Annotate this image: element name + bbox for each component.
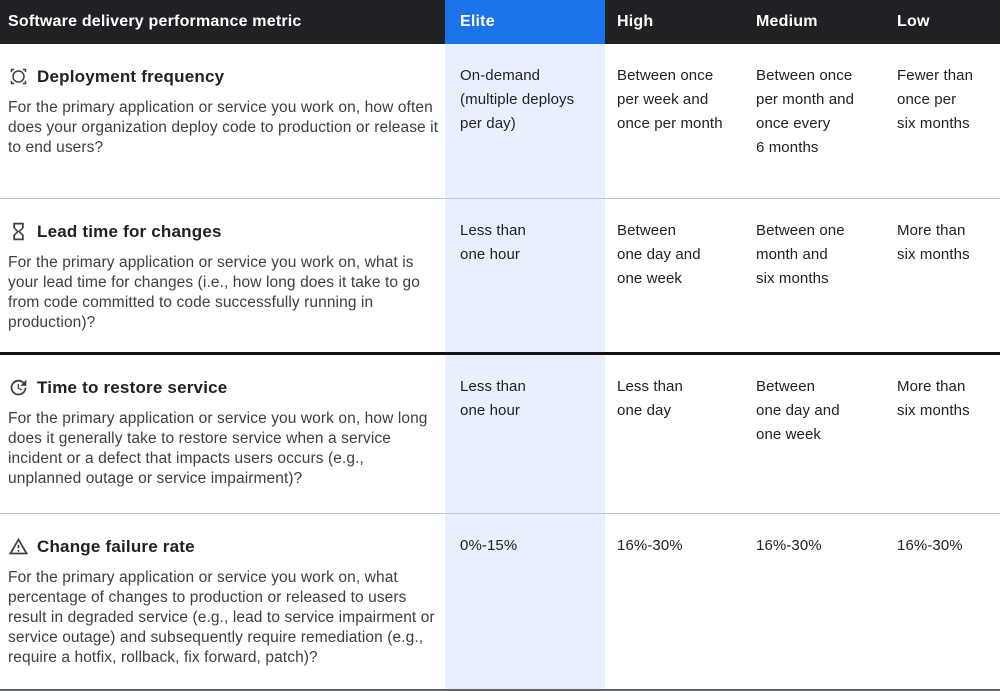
restore-clock-icon (8, 377, 29, 398)
cell-elite: On-demand (multiple deploys per day) (445, 44, 605, 198)
metric-heading: Change failure rate (8, 536, 439, 557)
cell-low: Fewer than once per six months (885, 44, 1000, 198)
cell-high: Less than one day (605, 352, 745, 513)
cell-high: Between once per week and once per month (605, 44, 745, 198)
cell-elite: Less than one hour (445, 352, 605, 513)
deployment-cycle-icon (8, 66, 29, 87)
metric-heading: Deployment frequency (8, 66, 439, 87)
cell-low: More than six months (885, 198, 1000, 352)
warning-triangle-icon (8, 536, 29, 557)
hourglass-icon (8, 221, 29, 242)
metric-question: For the primary application or service y… (8, 254, 420, 331)
header-high: High (605, 0, 745, 44)
metric-heading: Lead time for changes (8, 221, 439, 242)
metric-cell-change-failure-rate: Change failure rate For the primary appl… (0, 513, 445, 689)
header-low: Low (885, 0, 1000, 44)
cell-medium: Between once per month and once every 6 … (745, 44, 885, 198)
cell-low: 16%-30% (885, 513, 1000, 689)
header-metric: Software delivery performance metric (0, 0, 445, 44)
header-elite: Elite (445, 0, 605, 44)
metric-question: For the primary application or service y… (8, 569, 435, 666)
metric-cell-time-to-restore: Time to restore service For the primary … (0, 352, 445, 513)
cell-high: Between one day and one week (605, 198, 745, 352)
cell-medium: 16%-30% (745, 513, 885, 689)
cell-medium: Between one month and six months (745, 198, 885, 352)
cell-high: 16%-30% (605, 513, 745, 689)
cell-elite: 0%-15% (445, 513, 605, 689)
metric-cell-lead-time: Lead time for changes For the primary ap… (0, 198, 445, 352)
metric-question: For the primary application or service y… (8, 99, 439, 156)
metric-heading: Time to restore service (8, 377, 439, 398)
header-medium: Medium (745, 0, 885, 44)
metric-cell-deployment-frequency: Deployment frequency For the primary app… (0, 44, 445, 198)
metric-question: For the primary application or service y… (8, 410, 428, 487)
metric-title: Lead time for changes (37, 221, 222, 241)
metric-title: Change failure rate (37, 536, 195, 556)
cell-medium: Between one day and one week (745, 352, 885, 513)
cell-low: More than six months (885, 352, 1000, 513)
metric-title: Deployment frequency (37, 66, 225, 86)
metric-title: Time to restore service (37, 377, 228, 397)
cell-elite: Less than one hour (445, 198, 605, 352)
